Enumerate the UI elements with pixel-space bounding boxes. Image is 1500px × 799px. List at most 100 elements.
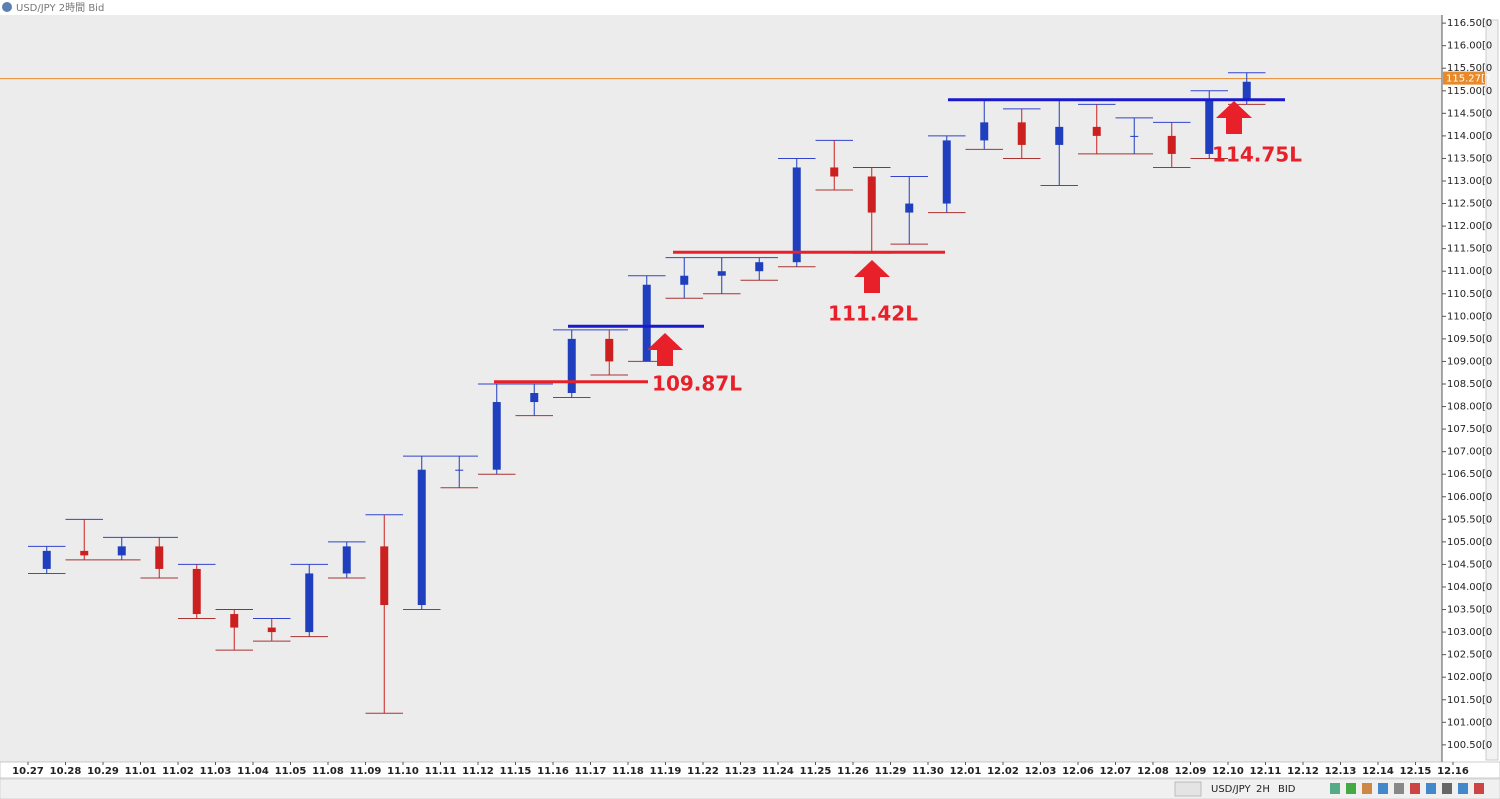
scroll-button[interactable] xyxy=(1174,781,1202,797)
x-tick-label: 11.17 xyxy=(575,766,607,777)
y-tick-label: 111.00[0 xyxy=(1447,266,1492,277)
y-tick-label: 116.50[0 xyxy=(1447,18,1492,29)
x-tick-label: 12.15 xyxy=(1400,766,1432,777)
y-tick-label: 105.50[0 xyxy=(1447,514,1492,525)
y-tick-label: 115.50[0 xyxy=(1447,63,1492,74)
timeframe-select[interactable]: 2H xyxy=(1256,784,1270,795)
y-tick-label: 112.50[0 xyxy=(1447,199,1492,210)
annotation: 109.87L xyxy=(652,372,742,396)
candle-body xyxy=(342,546,351,574)
y-tick-label: 109.50[0 xyxy=(1447,334,1492,345)
y-tick-label: 102.50[0 xyxy=(1447,650,1492,661)
candle-body xyxy=(755,262,764,272)
candle-body xyxy=(605,338,614,362)
x-tick-label: 11.24 xyxy=(762,766,794,777)
candle-body xyxy=(830,167,839,177)
candle-body xyxy=(267,627,276,633)
y-tick-label: 113.50[0 xyxy=(1447,153,1492,164)
x-tick-label: 11.30 xyxy=(912,766,944,777)
candle-body xyxy=(792,167,801,263)
tool-icon[interactable] xyxy=(1474,783,1484,794)
x-tick-label: 11.12 xyxy=(462,766,494,777)
price-type-select[interactable]: BID xyxy=(1278,784,1296,795)
y-tick-label: 101.00[0 xyxy=(1447,717,1492,728)
window-title: USD/JPY 2時間 Bid xyxy=(16,2,104,14)
tool-icon[interactable] xyxy=(1346,783,1356,794)
symbol-select[interactable]: USD/JPY xyxy=(1211,784,1251,795)
candle-body xyxy=(1017,122,1026,145)
candle-body xyxy=(642,284,651,362)
x-tick-label: 11.04 xyxy=(237,766,269,777)
y-tick-label: 108.00[0 xyxy=(1447,402,1492,413)
candle-body xyxy=(305,573,314,633)
x-tick-label: 11.29 xyxy=(875,766,907,777)
toolbar xyxy=(1330,783,1484,794)
candle-body xyxy=(980,122,989,141)
x-tick-label: 11.22 xyxy=(687,766,719,777)
tool-icon[interactable] xyxy=(1426,783,1436,794)
x-tick-label: 12.07 xyxy=(1100,766,1132,777)
tool-icon[interactable] xyxy=(1362,783,1372,794)
y-tick-label: 105.00[0 xyxy=(1447,537,1492,548)
x-tick-label: 12.13 xyxy=(1325,766,1357,777)
x-tick-label: 12.01 xyxy=(950,766,982,777)
y-tick-label: 101.50[0 xyxy=(1447,695,1492,706)
candle-body xyxy=(192,568,201,615)
candle-body xyxy=(905,203,914,213)
x-tick-label: 10.27 xyxy=(12,766,44,777)
tool-icon[interactable] xyxy=(1330,783,1340,794)
candle-body xyxy=(1167,135,1176,154)
x-tick-label: 11.11 xyxy=(425,766,457,777)
title-bar xyxy=(0,0,1500,15)
y-tick-label: 114.00[0 xyxy=(1447,131,1492,142)
candle-body xyxy=(530,393,539,403)
candle-body xyxy=(1055,126,1064,145)
y-tick-label: 109.00[0 xyxy=(1447,356,1492,367)
y-tick-label: 112.00[0 xyxy=(1447,221,1492,232)
x-tick-label: 12.16 xyxy=(1437,766,1469,777)
x-tick-label: 12.03 xyxy=(1025,766,1057,777)
y-tick-label: 108.50[0 xyxy=(1447,379,1492,390)
candle-body xyxy=(1092,126,1101,136)
tool-icon[interactable] xyxy=(1458,783,1468,794)
last-price-tag xyxy=(1443,71,1485,85)
x-tick-label: 12.06 xyxy=(1062,766,1094,777)
tool-icon[interactable] xyxy=(1442,783,1452,794)
tool-icon[interactable] xyxy=(1410,783,1420,794)
candle-body xyxy=(80,550,89,556)
candle-body xyxy=(567,338,576,394)
tool-icon[interactable] xyxy=(1394,783,1404,794)
y-tick-label: 104.50[0 xyxy=(1447,559,1492,570)
candle-body xyxy=(380,546,389,606)
y-tick-label: 104.00[0 xyxy=(1447,582,1492,593)
candle-body xyxy=(230,614,239,628)
y-tick-label: 103.50[0 xyxy=(1447,605,1492,616)
candle-body xyxy=(42,550,51,569)
x-tick-label: 11.19 xyxy=(650,766,682,777)
tool-icon[interactable] xyxy=(1378,783,1388,794)
scrollbar[interactable] xyxy=(1485,19,1499,761)
x-tick-label: 11.03 xyxy=(200,766,232,777)
y-tick-label: 107.00[0 xyxy=(1447,447,1492,458)
status-bar xyxy=(0,778,1500,799)
candle-body xyxy=(942,140,951,204)
y-tick-label: 102.00[0 xyxy=(1447,672,1492,683)
y-tick-label: 114.50[0 xyxy=(1447,108,1492,119)
x-tick-label: 11.18 xyxy=(612,766,644,777)
app-icon xyxy=(2,2,12,12)
y-tick-label: 110.00[0 xyxy=(1447,311,1492,322)
x-tick-label: 11.23 xyxy=(725,766,757,777)
x-tick-label: 12.14 xyxy=(1362,766,1394,777)
candle-body xyxy=(1130,135,1139,137)
x-tick-label: 11.05 xyxy=(275,766,307,777)
x-tick-label: 11.26 xyxy=(837,766,869,777)
y-tick-label: 106.00[0 xyxy=(1447,492,1492,503)
arrows xyxy=(647,101,1252,366)
x-tick-label: 11.02 xyxy=(162,766,194,777)
x-tick-label: 11.16 xyxy=(537,766,569,777)
x-tick-label: 12.10 xyxy=(1212,766,1244,777)
x-tick-label: 11.08 xyxy=(312,766,344,777)
candle-body xyxy=(492,402,501,470)
x-tick-label: 11.10 xyxy=(387,766,419,777)
